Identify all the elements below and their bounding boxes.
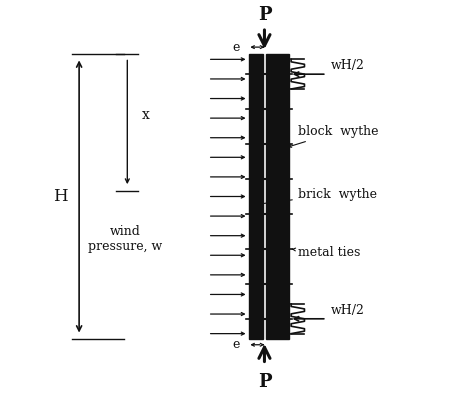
Text: e: e [232,338,239,351]
Text: wind
pressure, w: wind pressure, w [88,225,162,253]
Text: P: P [257,373,271,390]
Text: e: e [232,41,239,54]
Text: wH/2: wH/2 [330,304,364,317]
Text: metal ties: metal ties [291,246,359,259]
Text: wH/2: wH/2 [330,59,364,72]
Bar [249,54,262,339]
Text: brick  wythe: brick wythe [255,188,376,206]
Text: block  wythe: block wythe [288,125,377,147]
Text: H: H [53,188,68,205]
Bar [266,54,288,339]
Text: P: P [257,6,271,24]
Text: x: x [142,108,149,122]
